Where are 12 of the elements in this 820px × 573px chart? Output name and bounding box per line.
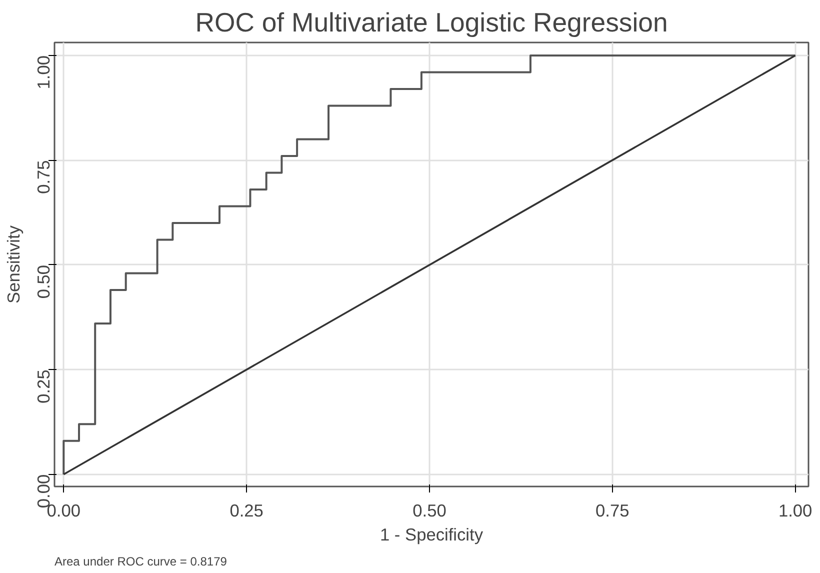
x-tick-label: 0.50 (412, 500, 446, 520)
y-tick-label: 1.00 (34, 55, 54, 90)
y-tick-label: 0.25 (34, 370, 54, 404)
x-tick-label: 0.25 (230, 500, 264, 520)
chart-title: ROC of Multivariate Logistic Regression (195, 8, 668, 38)
text: Area under ROC curve = 0.8179 (54, 554, 228, 568)
x-tick-label: 0.75 (596, 500, 630, 520)
y-tick-label: 0.50 (34, 264, 54, 299)
y-tick-label: 0.75 (34, 160, 54, 194)
y-axis-title: Sensitivity (4, 225, 24, 304)
x-tick-label: 1.00 (778, 500, 812, 520)
x-axis-title: 1 - Specificity (380, 524, 484, 544)
